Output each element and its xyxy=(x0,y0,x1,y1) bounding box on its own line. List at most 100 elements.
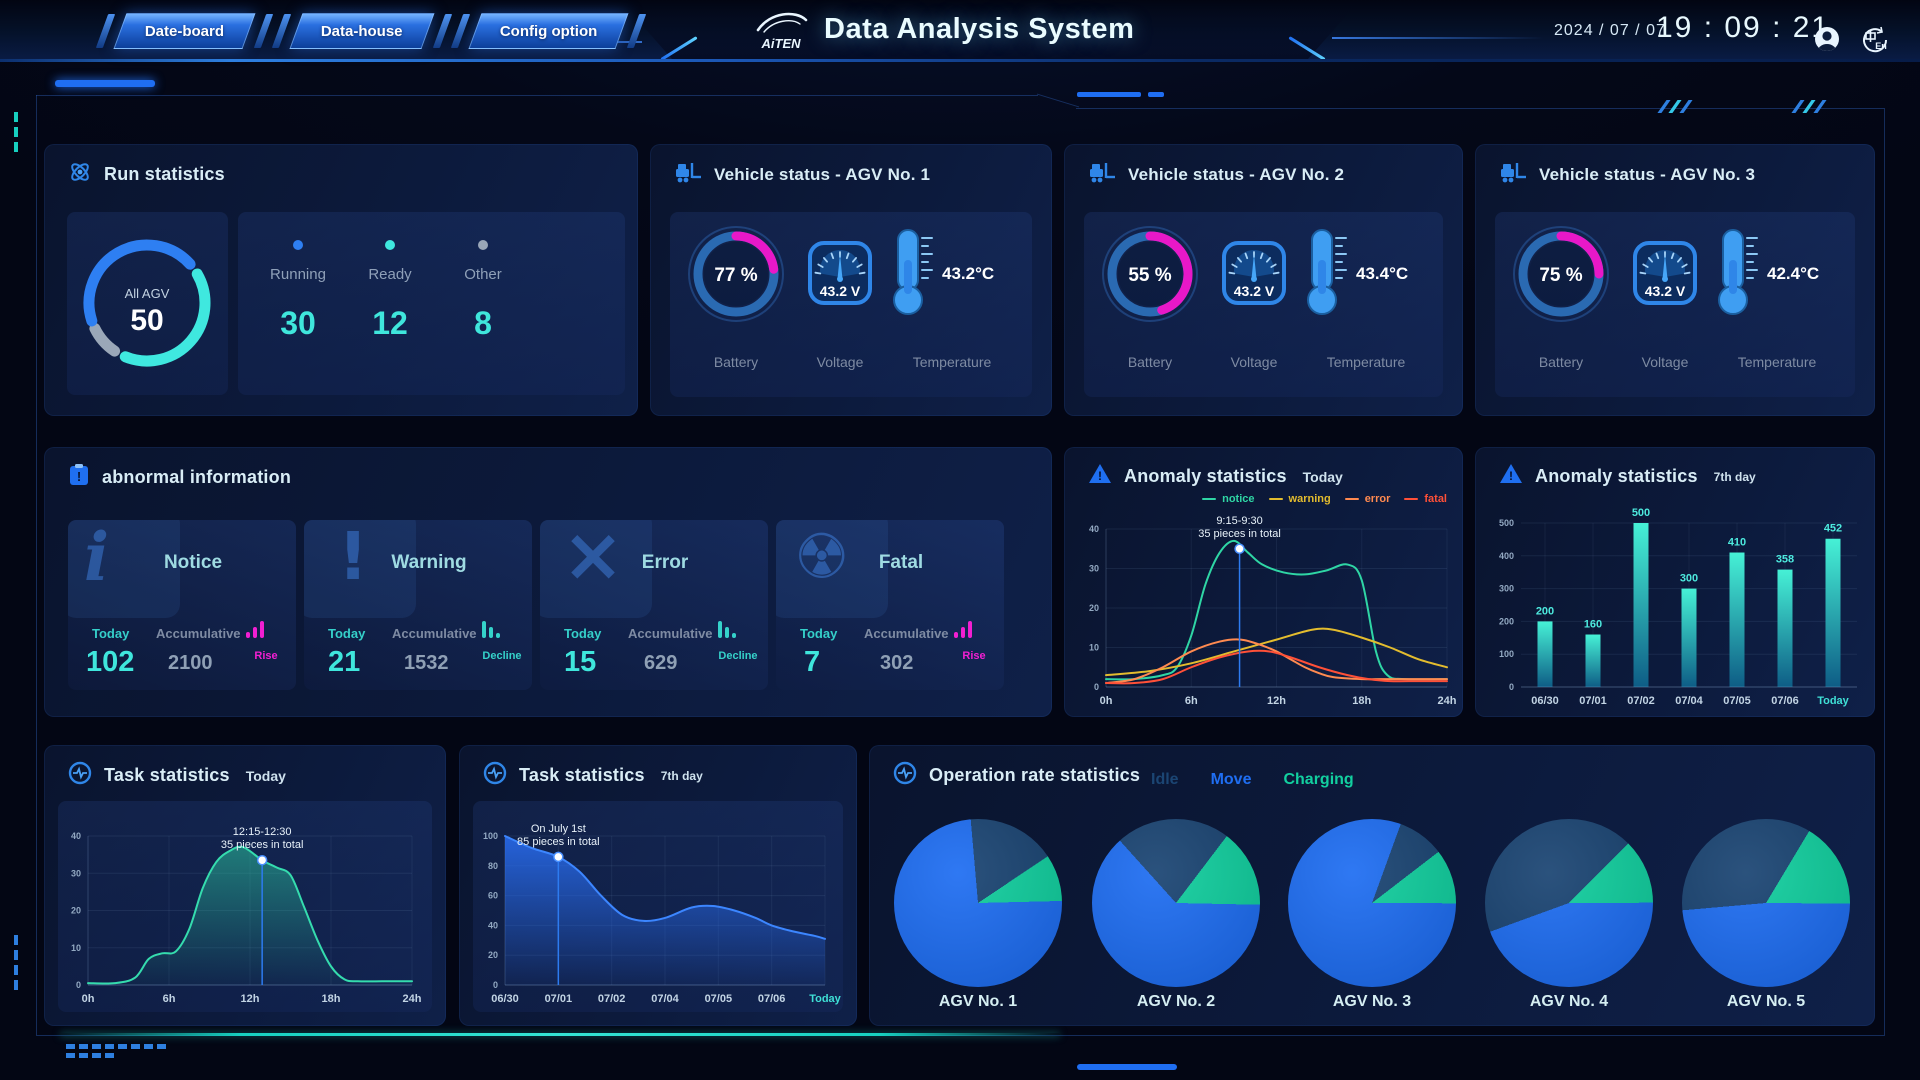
legend-item-notice[interactable]: notice xyxy=(1202,493,1255,505)
svg-text:07/06: 07/06 xyxy=(1771,695,1799,707)
svg-text:10: 10 xyxy=(71,943,81,953)
today-value: 7 xyxy=(804,646,821,678)
svg-text:0h: 0h xyxy=(82,993,95,1005)
svg-text:500: 500 xyxy=(1632,507,1650,519)
agv-state-legend-card: Running 30 Ready 12 Other 8 xyxy=(238,212,625,395)
frame-right xyxy=(1884,108,1885,1035)
svg-text:!: ! xyxy=(1509,469,1513,483)
warning-triangle-icon: ! xyxy=(1499,463,1523,490)
pie-chart-agv-4 xyxy=(1485,819,1653,987)
voltage-label: Voltage xyxy=(816,354,864,370)
svg-text:06/30: 06/30 xyxy=(491,993,519,1005)
decor-dash-long xyxy=(1077,92,1141,97)
card-name: Notice xyxy=(163,552,223,573)
svg-text:43.2 V: 43.2 V xyxy=(820,283,861,299)
svg-text:60: 60 xyxy=(488,891,498,901)
other-label: Other xyxy=(464,266,502,283)
legend-move[interactable]: Move xyxy=(1210,771,1252,788)
header: Date-board Data-house Config option AiTE… xyxy=(0,0,1920,62)
svg-text:358: 358 xyxy=(1776,554,1794,566)
task-statistics-today-panel: Task statistics Today 0 10 20 30 40 0h 6h 12h 18… xyxy=(44,745,446,1026)
header-date: 2024 / 07 / 07 xyxy=(1554,22,1666,39)
vehicle-gauges-card: 75 % 43.2 V 42.4 xyxy=(1495,212,1855,397)
svg-text:24h: 24h xyxy=(403,993,422,1005)
thermometer-icon xyxy=(893,229,933,315)
card-name: Fatal xyxy=(878,552,924,573)
legend-charging[interactable]: Charging xyxy=(1283,771,1354,788)
svg-text:12h: 12h xyxy=(241,993,260,1005)
language-toggle-icon[interactable]: En xyxy=(1860,25,1890,60)
svg-text:40: 40 xyxy=(1089,524,1099,534)
task-statistics-7day-panel: Task statistics 7th day 0 20 40 60 80 100 06/3… xyxy=(459,745,857,1026)
svg-text:43.2 V: 43.2 V xyxy=(1645,283,1686,299)
svg-text:07/04: 07/04 xyxy=(1675,695,1703,707)
svg-text:300: 300 xyxy=(1499,584,1514,594)
svg-text:20: 20 xyxy=(488,950,498,960)
svg-text:77 %: 77 % xyxy=(714,265,757,286)
decor-bottom-dashes-2 xyxy=(66,1053,114,1058)
svg-text:07/04: 07/04 xyxy=(651,993,679,1005)
legend-item-error[interactable]: error xyxy=(1344,493,1390,505)
trend-bars-icon xyxy=(482,620,500,638)
panel-title: Anomaly statistics xyxy=(1535,466,1698,486)
panel-title: Operation rate statistics xyxy=(929,765,1141,785)
forklift-icon xyxy=(1088,160,1116,189)
svg-text:07/02: 07/02 xyxy=(1627,695,1655,707)
trend-label: Rise xyxy=(254,650,278,662)
pie-label-agv-5: AGV No. 5 xyxy=(1726,993,1806,1010)
pie-chart-agv-1 xyxy=(894,819,1062,987)
legend-item-warning[interactable]: warning xyxy=(1268,493,1331,505)
svg-text:30: 30 xyxy=(71,868,81,878)
legend-item-fatal[interactable]: fatal xyxy=(1404,493,1447,505)
trend-label: Decline xyxy=(482,650,522,662)
legend-idle[interactable]: Idle xyxy=(1151,771,1179,788)
pie-chart-agv-5 xyxy=(1682,819,1850,987)
chart-card: 0 20 40 60 80 100 06/30 07/01 07/02 07/04 07/05 07/… xyxy=(473,801,843,1012)
temperature-label: Temperature xyxy=(1737,354,1817,370)
accumulative-label: Accumulative xyxy=(864,626,949,641)
panel-title: abnormal information xyxy=(102,467,292,487)
clipboard-alert-icon: ! xyxy=(68,463,90,492)
svg-text:6h: 6h xyxy=(163,993,176,1005)
user-avatar-icon[interactable] xyxy=(1813,25,1841,58)
svg-text:100: 100 xyxy=(1499,649,1514,659)
today-value: 21 xyxy=(328,646,361,678)
tab-separator xyxy=(450,14,471,48)
tab-data-house[interactable]: Data-house xyxy=(289,13,435,49)
temperature-label: Temperature xyxy=(912,354,992,370)
trend-bars-icon xyxy=(246,620,264,638)
decor-slashes-1 xyxy=(1657,100,1693,113)
svg-text:07/05: 07/05 xyxy=(1723,695,1751,707)
temperature-value: 43.4°C xyxy=(1356,264,1409,283)
battery-label: Battery xyxy=(1538,354,1584,370)
voltage-dial-gauge: 43.2 V xyxy=(1222,241,1286,305)
decor-dash-short xyxy=(1148,92,1164,97)
legend-item-running: Running 30 xyxy=(256,212,340,342)
warning-card: ! Warning Today 21 Accumulative 1532 Dec… xyxy=(304,520,532,690)
svg-text:410: 410 xyxy=(1728,537,1746,549)
svg-text:6h: 6h xyxy=(1185,695,1198,707)
operation-legend: Idle Move Charging xyxy=(1151,771,1354,789)
svg-text:55 %: 55 % xyxy=(1128,265,1171,286)
battery-ring-gauge: 55 % xyxy=(1102,226,1198,322)
svg-text:75 %: 75 % xyxy=(1539,265,1582,286)
tab-config-option[interactable]: Config option xyxy=(468,13,629,49)
decor-left-ticks-bottom xyxy=(14,935,18,990)
pie-label-agv-4: AGV No. 4 xyxy=(1529,993,1609,1010)
error-card: × Error Today 15 Accumulative 629 Declin… xyxy=(540,520,768,690)
cross-glyph-icon: × xyxy=(562,520,625,598)
trend-label: Decline xyxy=(718,650,758,662)
pie-label-agv-3: AGV No. 3 xyxy=(1332,993,1412,1010)
battery-ring-gauge: 77 % xyxy=(688,226,784,322)
tab-date-board[interactable]: Date-board xyxy=(113,13,256,49)
svg-text:0: 0 xyxy=(76,980,81,990)
svg-text:On July 1st: On July 1st xyxy=(531,823,586,835)
decor-slashes-2 xyxy=(1791,100,1827,113)
svg-text:18h: 18h xyxy=(322,993,341,1005)
anomaly-statistics-today-panel: ! Anomaly statistics Today notice warning… xyxy=(1064,447,1463,717)
today-label: Today xyxy=(564,626,602,641)
header-line-right xyxy=(1332,37,1544,39)
panel-title: Run statistics xyxy=(104,164,225,184)
tab-separator xyxy=(95,14,116,48)
anomaly-statistics-7day-panel: ! Anomaly statistics 7th day 0 100 200 300 4… xyxy=(1475,447,1875,717)
